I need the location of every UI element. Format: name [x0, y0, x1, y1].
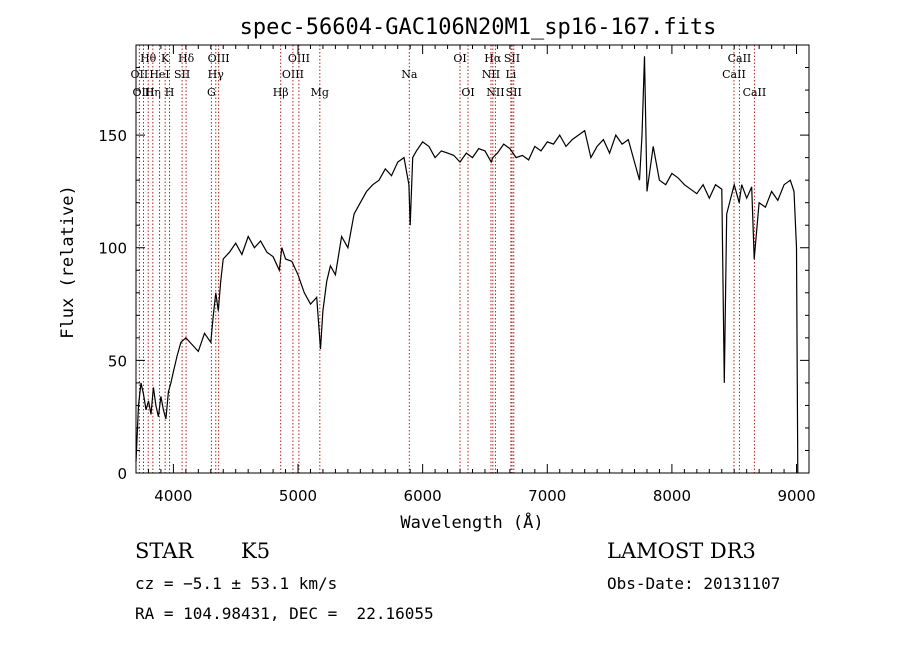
line-label: OIII: [288, 52, 310, 65]
x-tick-label: 8000: [653, 487, 691, 505]
line-label: SII: [504, 52, 520, 65]
line-label: CaII: [743, 86, 767, 99]
y-tick-label: 0: [117, 465, 127, 483]
line-label: G: [207, 86, 216, 99]
x-tick-label: 6000: [404, 487, 442, 505]
line-label: OI: [461, 86, 474, 99]
survey-name: LAMOST DR3: [607, 539, 756, 563]
y-tick-label: 50: [108, 352, 127, 370]
line-label: Hη: [145, 86, 161, 99]
line-label: OIII: [208, 52, 230, 65]
coordinates: RA = 104.98431, DEC = 22.16055: [135, 604, 434, 623]
y-axis: 0 50 100 150: [98, 44, 809, 483]
object-class: STAR: [135, 539, 194, 563]
line-label: Hα: [484, 52, 502, 65]
plot-frame: [135, 44, 810, 474]
line-label: Hδ: [178, 52, 195, 65]
line-label: OI: [453, 52, 466, 65]
line-label: NII: [482, 68, 500, 81]
x-tick-label: 5000: [279, 487, 317, 505]
chart-title: spec-56604-GAC106N20M1_sp16-167.fits: [240, 15, 717, 40]
line-label: Na: [401, 68, 418, 81]
line-label: Hθ: [140, 52, 157, 65]
line-label: Hβ: [273, 86, 289, 99]
line-label: SII: [174, 68, 190, 81]
line-label: Li: [505, 68, 516, 81]
y-tick-label: 150: [98, 127, 127, 145]
line-label: Mg: [311, 86, 329, 99]
x-tick-label: 4000: [154, 487, 192, 505]
y-tick-label: 100: [98, 240, 127, 258]
x-axis-label: Wavelength (Å): [400, 511, 543, 533]
line-label: HeI: [149, 68, 169, 81]
y-axis-label: Flux (relative): [58, 185, 78, 339]
line-label: Hγ: [208, 68, 225, 81]
observation-date: Obs-Date: 20131107: [607, 574, 781, 593]
x-tick-label: 9000: [777, 487, 815, 505]
line-label: CaII: [728, 52, 752, 65]
redshift-velocity: cz = −5.1 ± 53.1 km/s: [135, 574, 338, 593]
line-label: OIII: [282, 68, 304, 81]
spectrum-line: [135, 56, 799, 474]
line-label: K: [161, 52, 170, 65]
line-label: OIII: [132, 86, 154, 99]
line-label: SII: [506, 86, 522, 99]
spectral-subclass: K5: [241, 539, 271, 563]
line-label: NII: [486, 86, 504, 99]
x-axis: 4000 5000 6000 7000 8000 9000: [135, 45, 816, 505]
line-label: OII: [131, 68, 149, 81]
x-tick-label: 7000: [528, 487, 566, 505]
line-label: CaII: [722, 68, 746, 81]
spectrum-series: [135, 56, 799, 474]
line-label: H: [165, 86, 175, 99]
